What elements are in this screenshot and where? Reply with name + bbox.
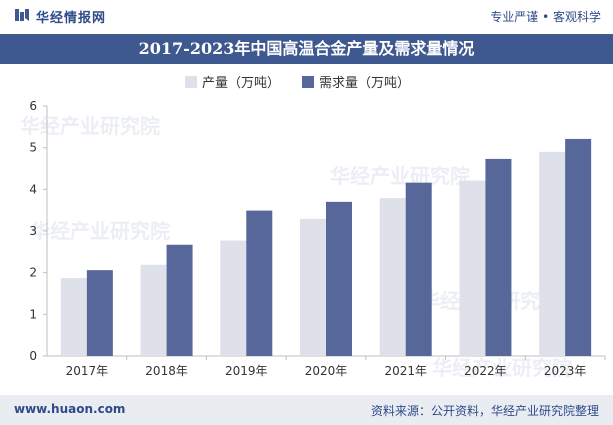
brand-slogan: 专业严谨 • 客观科学 [490,10,601,24]
chart-title: 2017-2023年中国高温合金产量及需求量情况 [138,39,475,58]
legend-label-production: 产量（万吨） [202,76,280,91]
production-bar [300,218,326,356]
header-bar: 华经情报网 专业严谨 • 客观科学 [0,0,613,30]
x-tick-label: 2023年 [544,364,587,378]
x-tick-label: 2022年 [464,364,507,378]
x-tick-label: 2021年 [384,364,427,378]
brand-logo-icon [15,9,29,21]
demand-bar [166,244,193,356]
demand-bar [86,270,113,356]
production-bar [539,151,566,356]
legend-swatch-production [185,76,197,88]
demand-bar [246,210,273,356]
y-tick-label: 2 [29,266,37,280]
footer-bar: www.huaon.com 资料来源：公开资料，华经产业研究院整理 [0,395,613,425]
production-bar [379,198,406,356]
x-tick-label: 2020年 [305,364,348,378]
demand-bar [565,138,592,356]
production-bar [220,240,247,356]
footer-url: www.huaon.com [14,402,126,416]
demand-bar [485,158,512,356]
x-tick-label: 2017年 [66,364,109,378]
y-tick-label: 4 [29,182,37,196]
y-tick-label: 6 [29,99,37,113]
demand-bar [405,182,432,356]
y-tick-label: 1 [29,307,37,321]
demand-bar [326,201,352,356]
brand-name: 华经情报网 [36,11,107,26]
y-tick-label: 3 [29,224,37,238]
production-bar [140,264,167,356]
x-tick-label: 2018年 [145,364,188,378]
production-bar [459,180,486,356]
y-tick-label: 0 [29,349,37,363]
production-bar [60,278,87,356]
footer-source: 资料来源：公开资料，华经产业研究院整理 [370,404,599,418]
legend-label-demand: 需求量（万吨） [319,76,410,91]
legend-swatch-demand [302,76,314,88]
y-tick-label: 5 [29,141,37,155]
bar-chart: 0 1 2 3 4 5 6 2017年 2018年 2019年 2020年 2021年 2022年 202… [29,76,606,378]
title-bar: 2017-2023年中国高温合金产量及需求量情况 [0,34,613,64]
x-tick-label: 2019年 [225,364,268,378]
